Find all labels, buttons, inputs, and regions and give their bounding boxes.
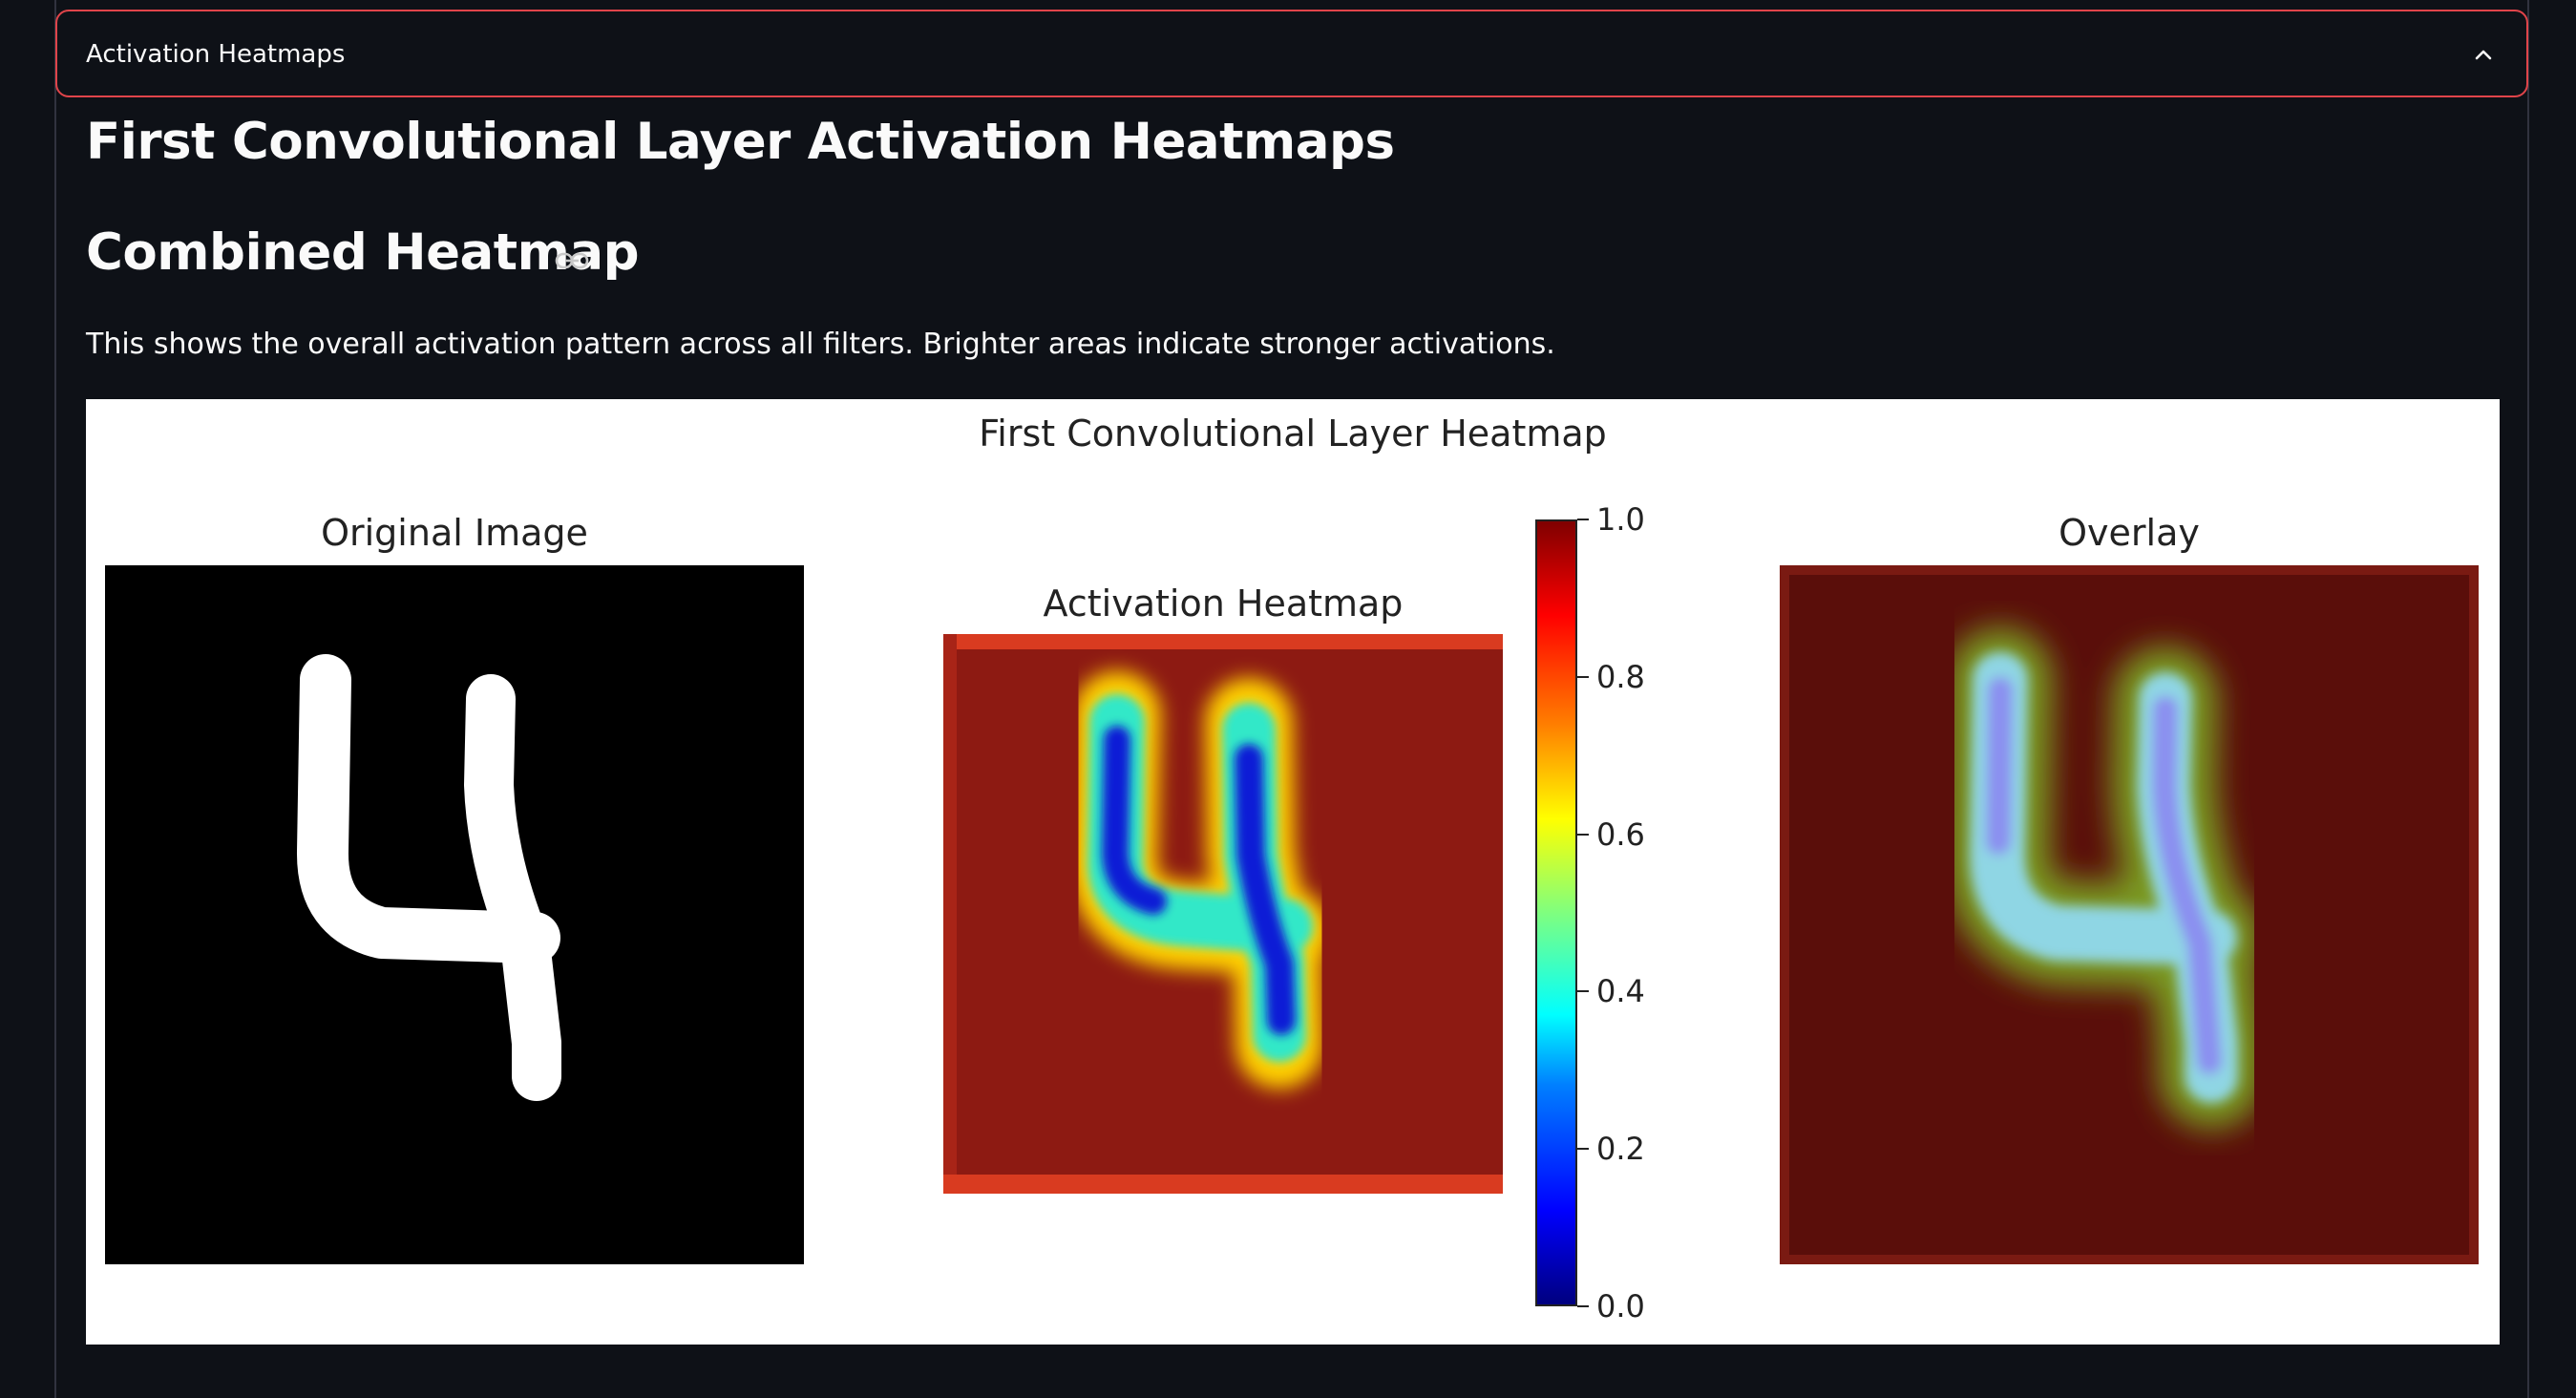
page-title: First Convolutional Layer Activation Hea…: [86, 113, 1395, 171]
colorbar-tick-label: 0.6: [1596, 816, 1645, 853]
section-heading: Combined Heatmap: [86, 223, 640, 282]
expander-title: Activation Heatmaps: [86, 40, 346, 69]
colorbar-tick-mark: [1577, 1305, 1589, 1307]
figure-title: First Convolutional Layer Heatmap: [979, 413, 1607, 455]
overlay-visual: [1780, 565, 2479, 1264]
heatmap-visual: [943, 634, 1503, 1194]
original-image: [105, 565, 804, 1264]
link-icon[interactable]: [554, 246, 590, 275]
description-text: This shows the overall activation patter…: [86, 328, 1555, 361]
activation-heatmap: [943, 634, 1503, 1194]
chevron-up-icon: [2475, 50, 2492, 60]
heatmap-figure: First Convolutional Layer Heatmap Origin…: [86, 399, 2500, 1345]
colorbar-tick-mark: [1577, 1148, 1589, 1151]
colorbar-tick-mark: [1577, 833, 1589, 836]
colorbar-tick-label: 0.0: [1596, 1288, 1645, 1324]
panel-title-overlay: Overlay: [2059, 512, 2200, 554]
panel-title-heatmap: Activation Heatmap: [1043, 582, 1404, 625]
colorbar-tick-mark: [1577, 990, 1589, 993]
colorbar-tick-label: 0.2: [1596, 1131, 1645, 1168]
digit-four-image: [297, 654, 561, 1101]
colorbar-tick-mark: [1577, 675, 1589, 678]
expander-header[interactable]: Activation Heatmaps: [55, 10, 2528, 97]
colorbar-tick-label: 1.0: [1596, 501, 1645, 538]
panel-title-original: Original Image: [321, 512, 588, 554]
colorbar-tick-mark: [1577, 519, 1589, 520]
colorbar-tick-label: 0.4: [1596, 973, 1645, 1010]
expander-body: [54, 0, 2529, 1398]
overlay-image: [1780, 565, 2479, 1264]
colorbar: [1535, 519, 1577, 1306]
colorbar-tick-label: 0.8: [1596, 658, 1645, 695]
